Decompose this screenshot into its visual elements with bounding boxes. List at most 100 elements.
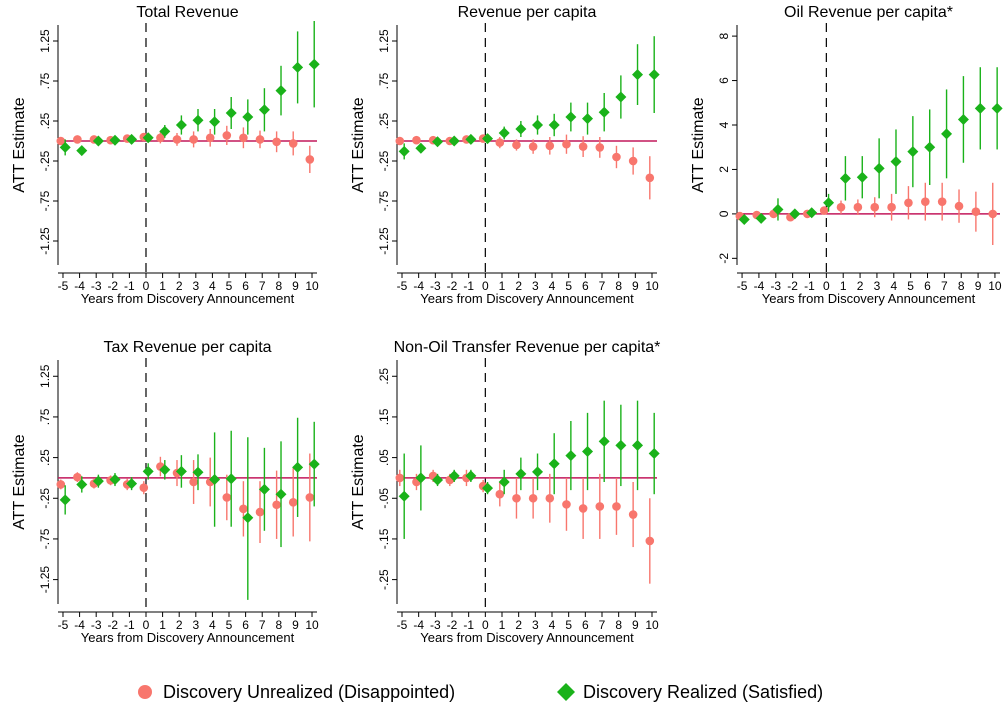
- panel-4-x-axis-title: Years from Discovery Announcement: [81, 630, 295, 645]
- panel-4-x-tick-label: -2: [107, 618, 118, 632]
- panel-3-y-tick-label: 4: [717, 121, 731, 128]
- panel-1-unrealized-point: [156, 133, 165, 143]
- panel-4-unrealized-point: [139, 483, 149, 492]
- panel-3-unrealized-point: [870, 202, 880, 212]
- panel-5-unrealized-point: [395, 473, 405, 483]
- panel-3-x-axis-title: Years from Discovery Announcement: [762, 291, 976, 306]
- panel-3-x-tick-label: -4: [754, 279, 765, 293]
- panel-1-x-tick-label: 2: [176, 279, 183, 293]
- panel-3-realized-point: [941, 128, 953, 140]
- panel-2-realized-point: [482, 133, 494, 145]
- panel-4-y-tick-label: -.25: [38, 488, 52, 509]
- panel-1-realized-point: [225, 107, 237, 119]
- panel-4-realized-point: [159, 464, 171, 476]
- panel-5-x-tick-label: 8: [615, 618, 622, 632]
- panel-2-realized-point: [498, 127, 510, 139]
- panel-1-y-tick-label: .25: [38, 112, 52, 129]
- panel-4-y-tick-label: -.75: [38, 528, 52, 549]
- panel-3-realized-point: [957, 113, 969, 125]
- panel-3-unrealized-point: [904, 198, 913, 208]
- panel-4-y-tick-label: 1.25: [38, 364, 52, 388]
- panel-2-x-tick-label: 3: [532, 279, 539, 293]
- panel-2-realized-point: [515, 123, 527, 135]
- panel-2-x-tick-label: -2: [447, 279, 458, 293]
- panel-1-y-tick-label: 1.25: [38, 29, 52, 53]
- panel-4-x-tick-label: 1: [159, 618, 166, 632]
- panel-3-x-tick-label: 8: [958, 279, 965, 293]
- panel-4-x-tick-label: 10: [305, 618, 319, 632]
- panel-2-realized-point: [432, 136, 444, 148]
- panel-4-realized-point: [209, 474, 221, 486]
- chart-panel-1: Total Revenue -1.25 -.75 -.25 .25 .75 1.25 -5 -4…: [11, 4, 320, 306]
- panel-2-x-tick-label: 4: [549, 279, 556, 293]
- panel-1-realized-point: [142, 132, 154, 144]
- panel-4-realized-point: [192, 466, 204, 478]
- panel-5-unrealized-point: [645, 536, 655, 546]
- panel-3-realized-point: [856, 171, 868, 183]
- panel-4-y-tick-label: .75: [38, 408, 52, 425]
- panel-1-x-tick-label: 1: [159, 279, 166, 293]
- panel-4-x-tick-label: 2: [176, 618, 183, 632]
- panel-3-x-tick-label: 5: [907, 279, 914, 293]
- panel-1-realized-point: [209, 116, 221, 128]
- panel-4-x-tick-label: 5: [226, 618, 233, 632]
- panel-2-x-tick-label: 5: [565, 279, 572, 293]
- panel-2-realized-point: [415, 142, 427, 154]
- panel-1-x-tick-label: -4: [74, 279, 85, 293]
- panel-4-unrealized-point: [288, 498, 298, 507]
- panel-1-unrealized-point: [239, 133, 248, 143]
- panel-2-x-tick-label: -5: [397, 279, 408, 293]
- panel-2-unrealized-point: [578, 142, 588, 151]
- legend-realized-label: Discovery Realized (Satisfied): [583, 682, 823, 702]
- panel-3-realized-point: [738, 213, 750, 225]
- panel-5-y-tick-label: .15: [377, 408, 391, 425]
- panel-2-unrealized-point: [395, 136, 405, 146]
- panel-5-realized-point: [432, 474, 444, 486]
- panel-4-x-tick-label: 3: [192, 618, 199, 632]
- panel-5-x-tick-label: 2: [515, 618, 522, 632]
- panel-1-realized-point: [175, 119, 187, 131]
- panel-1-x-tick-label: -1: [124, 279, 135, 293]
- panel-1-unrealized-point: [73, 135, 82, 144]
- panel-1-unrealized-point: [56, 136, 66, 146]
- panel-2-x-tick-label: 0: [482, 279, 489, 293]
- panel-1-x-tick-label: 6: [242, 279, 249, 293]
- panel-3-y-tick-label: 2: [717, 166, 731, 173]
- panel-4-x-tick-label: 6: [242, 618, 249, 632]
- panel-2-unrealized-point: [412, 135, 421, 145]
- panel-4-y-tick-label: -1.25: [38, 566, 52, 594]
- panel-5-x-tick-label: 10: [645, 618, 659, 632]
- panel-3-realized-point: [890, 156, 902, 168]
- panel-5-realized-point: [465, 470, 477, 482]
- panel-2-x-tick-label: 1: [499, 279, 506, 293]
- panel-4-realized-point: [275, 488, 287, 500]
- panel-4-unrealized-point: [239, 504, 248, 514]
- panel-3-y-tick-label: 6: [717, 77, 731, 84]
- legend-unrealized-circle-icon: [138, 685, 152, 699]
- chart-panel-4: Tax Revenue per capita -1.25 -.75 -.25 .25 .7…: [11, 339, 320, 645]
- panel-1-y-axis-title: ATT Estimate: [11, 97, 28, 193]
- legend: Discovery Unrealized (Disappointed) Disc…: [138, 682, 823, 702]
- panel-2-unrealized-point: [645, 173, 655, 183]
- panel-5-realized-point: [615, 439, 627, 451]
- panel-5-y-tick-label: -.15: [377, 528, 391, 549]
- panel-5-x-tick-label: -5: [397, 618, 408, 632]
- panel-5-x-tick-label: 1: [499, 618, 506, 632]
- panel-2-y-tick-label: .25: [377, 112, 391, 129]
- panel-4-x-tick-label: 0: [143, 618, 150, 632]
- panel-1-y-tick-label: -.25: [38, 150, 52, 171]
- panel-1-realized-point: [109, 134, 121, 146]
- panel-5-title: Non-Oil Transfer Revenue per capita*: [394, 339, 661, 356]
- panel-3-y-tick-label: 0: [717, 210, 731, 217]
- panel-3-x-tick-label: 9: [975, 279, 982, 293]
- panel-2-x-tick-label: 6: [582, 279, 589, 293]
- panel-3-realized-point: [806, 207, 818, 219]
- panel-2-unrealized-point: [495, 138, 505, 147]
- panel-3-unrealized-point: [954, 201, 964, 211]
- panel-2-x-tick-label: -4: [413, 279, 424, 293]
- panel-5-realized-point: [548, 458, 560, 470]
- panel-1-unrealized-point: [222, 131, 232, 140]
- legend-unrealized-label: Discovery Unrealized (Disappointed): [163, 682, 455, 702]
- panel-3-realized-point: [755, 212, 767, 224]
